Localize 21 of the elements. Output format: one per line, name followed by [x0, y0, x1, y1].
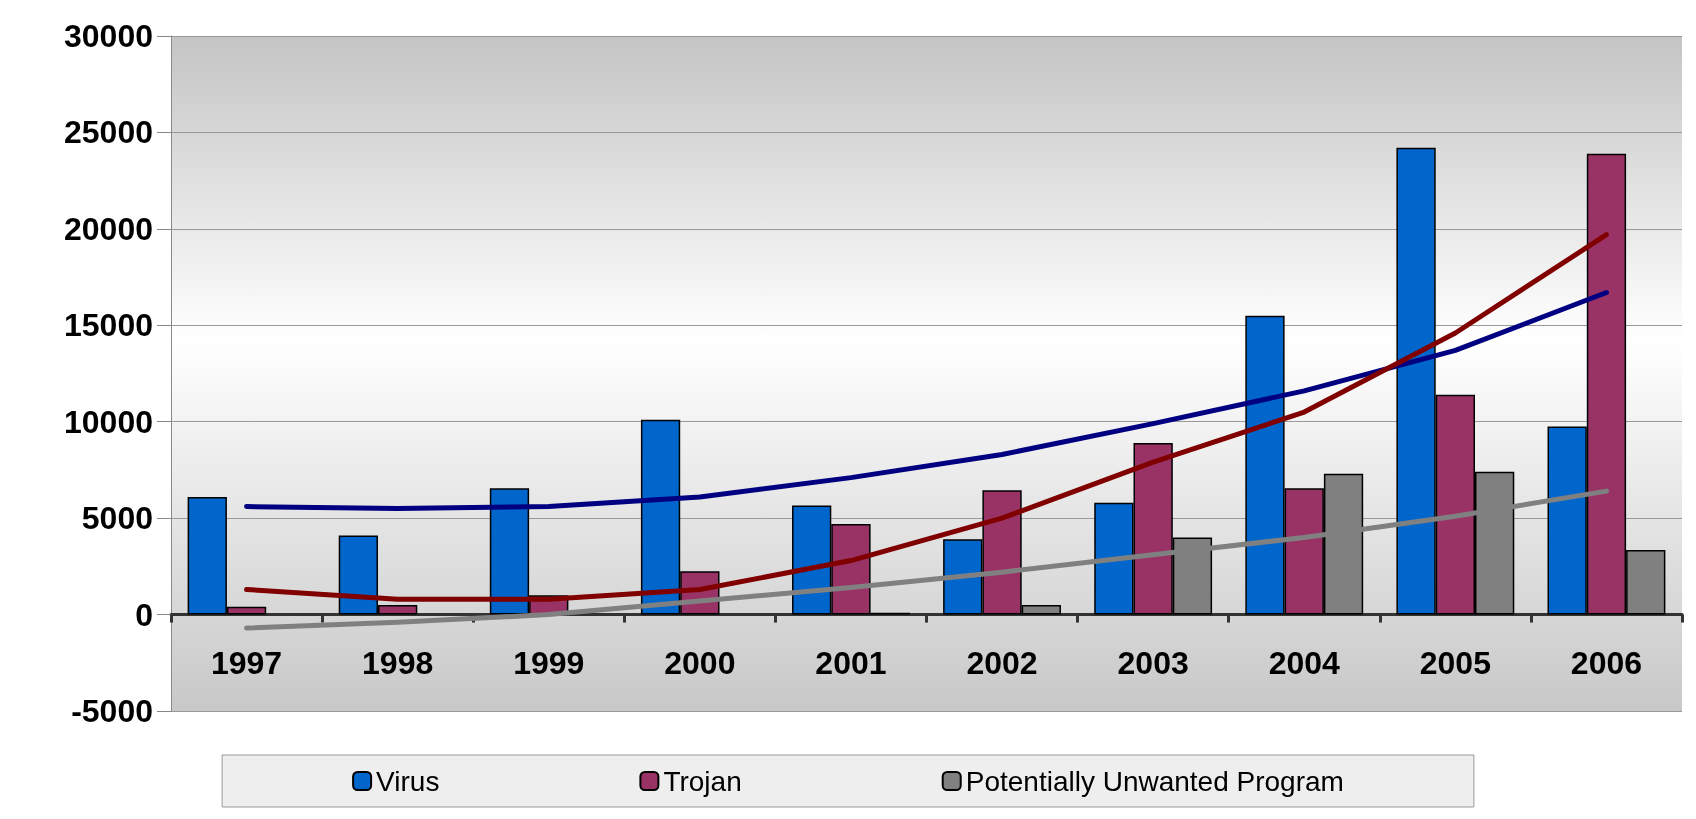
y-tick-label: 5000 — [81, 500, 153, 537]
y-tick-label: 15000 — [64, 307, 153, 344]
legend-label: Virus — [376, 765, 440, 797]
x-tick-label: 2006 — [1570, 645, 1643, 681]
x-tick-label: 2005 — [1419, 645, 1491, 681]
x-tick-label: 2002 — [966, 645, 1038, 681]
y-tick-label: 0 — [135, 596, 153, 633]
x-tick-label: 2000 — [664, 645, 736, 681]
x-tick-label: 1998 — [362, 645, 434, 681]
y-tick-label: 20000 — [64, 210, 153, 247]
x-tick-label: 2003 — [1117, 645, 1189, 681]
x-tick-label: 2001 — [815, 645, 887, 681]
x-tick-label: 1999 — [513, 645, 585, 681]
y-tick-label: 25000 — [64, 114, 153, 151]
y-tick-label: 10000 — [64, 403, 153, 440]
legend-label: Trojan — [663, 765, 742, 797]
x-tick-label: 2004 — [1268, 645, 1341, 681]
y-tick-label: -5000 — [71, 693, 153, 729]
legend-label: Potentially Unwanted Program — [965, 765, 1344, 797]
y-tick-label: 30000 — [64, 18, 153, 54]
x-tick-label: 1997 — [210, 645, 283, 681]
